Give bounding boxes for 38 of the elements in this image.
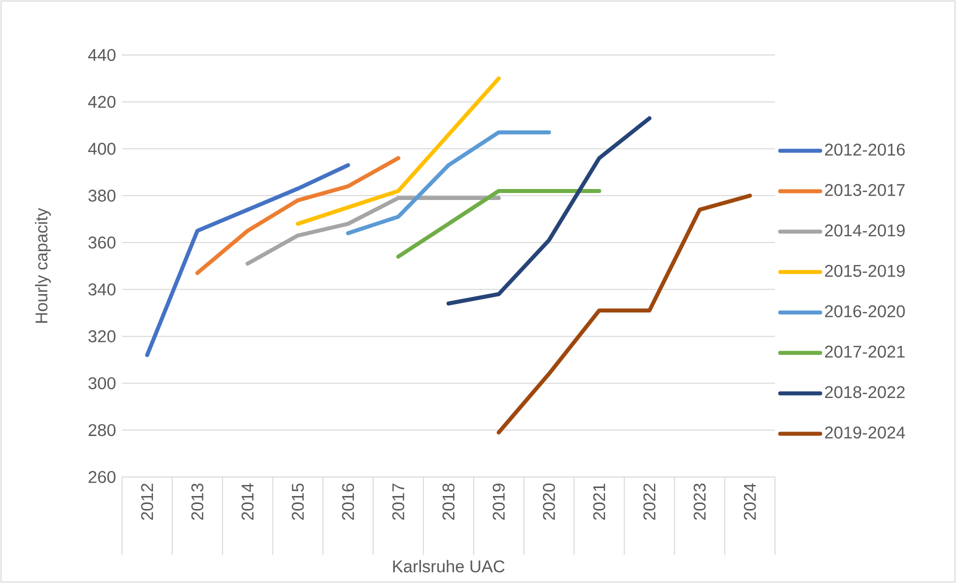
legend-label: 2014-2019	[825, 224, 905, 236]
x-tick-label: 2023	[694, 484, 706, 520]
y-tick-label: 380	[88, 190, 116, 202]
legend-label: 2019-2024	[825, 426, 905, 439]
x-tick-label: 2021	[593, 484, 606, 520]
y-tick-label: 260	[88, 470, 116, 484]
x-tick-label: 2024	[744, 483, 756, 520]
line-series	[145, 163, 350, 358]
y-tick-label: 360	[88, 236, 116, 249]
legend-label: 2018-2022	[825, 386, 905, 398]
line-series	[446, 116, 652, 306]
line-series	[346, 130, 551, 236]
y-tick-label: 420	[88, 96, 116, 108]
y-tick-label: 300	[88, 377, 116, 390]
y-axis-title: Hourly capacity	[35, 208, 51, 323]
x-tick-label: 2013	[191, 484, 204, 520]
legend-label: 2016-2020	[825, 305, 905, 318]
legend-label: 2012-2016	[825, 144, 905, 156]
y-tick-label: 280	[88, 424, 116, 436]
line-series	[496, 194, 752, 434]
legend-label: 2013-2017	[825, 184, 905, 196]
y-tick-label: 320	[88, 330, 116, 342]
legend-label: 2017-2021	[825, 346, 905, 358]
x-tick-label: 2017	[392, 484, 404, 520]
x-tick-label: 2019	[492, 484, 505, 520]
x-tick-label: 2015	[292, 484, 304, 520]
x-tick-label: 2020	[542, 484, 555, 520]
x-axis-title: Karlsruhe UAC	[393, 560, 505, 572]
legend-label: 2015-2019	[825, 264, 905, 277]
line-series	[195, 156, 400, 276]
y-tick-label: 440	[88, 48, 116, 62]
y-tick-label: 400	[88, 142, 116, 155]
x-tick-label: 2016	[342, 484, 354, 520]
x-tick-label: 2012	[141, 484, 154, 520]
x-tick-label: 2014	[242, 483, 254, 520]
x-tick-label: 2022	[643, 484, 656, 520]
x-tick-label: 2018	[442, 484, 455, 520]
y-tick-label: 340	[88, 283, 116, 296]
